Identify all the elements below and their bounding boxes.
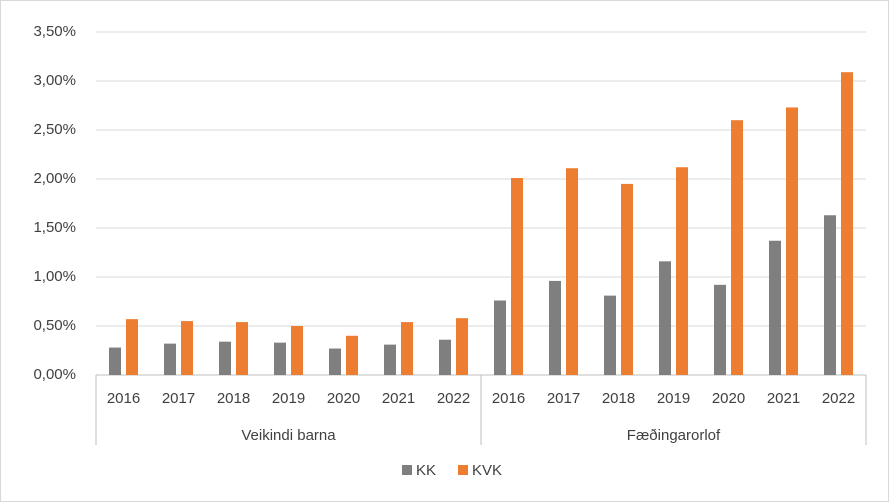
bar: [659, 261, 671, 375]
bar: [291, 326, 303, 375]
bar: [439, 339, 451, 375]
bar: [346, 335, 358, 375]
x-tick-label: 2021: [382, 390, 415, 407]
bar: [549, 280, 561, 375]
x-tick-label: 2022: [437, 390, 470, 407]
bar: [384, 344, 396, 375]
legend-swatch: [402, 465, 412, 475]
bar: [604, 295, 616, 375]
bar: [126, 319, 138, 375]
bar: [566, 168, 578, 375]
x-tick-label: 2021: [767, 390, 800, 407]
bar: [841, 72, 853, 376]
bar: [456, 318, 468, 375]
y-tick-label: 0,50%: [33, 317, 76, 334]
legend-label: KVK: [472, 462, 502, 479]
bar: [219, 341, 231, 375]
bar: [511, 178, 523, 375]
x-tick-label: 2019: [657, 390, 690, 407]
bar: [621, 183, 633, 375]
x-tick-label: 2020: [712, 390, 745, 407]
bar: [329, 348, 341, 375]
bar: [401, 322, 413, 375]
x-tick-label: 2020: [327, 390, 360, 407]
x-tick-label: 2022: [822, 390, 855, 407]
x-tick-label: 2018: [602, 390, 635, 407]
y-tick-label: 1,50%: [33, 219, 76, 236]
y-tick-label: 1,00%: [33, 268, 76, 285]
y-tick-label: 3,00%: [33, 72, 76, 89]
x-tick-label: 2016: [492, 390, 525, 407]
group-label: Fæðingarorlof: [627, 427, 721, 444]
legend-label: KK: [416, 462, 436, 479]
bar: [274, 342, 286, 375]
y-tick-label: 2,00%: [33, 170, 76, 187]
x-tick-label: 2017: [547, 390, 580, 407]
bar: [164, 343, 176, 375]
group-label: Veikindi barna: [241, 427, 336, 444]
bar: [824, 215, 836, 375]
x-tick-label: 2016: [107, 390, 140, 407]
y-tick-label: 3,50%: [33, 23, 76, 40]
bar: [109, 347, 121, 375]
bar: [181, 321, 193, 375]
bar: [731, 120, 743, 375]
x-tick-label: 2018: [217, 390, 250, 407]
bar: [714, 284, 726, 375]
y-tick-label: 2,50%: [33, 121, 76, 138]
bar: [786, 107, 798, 376]
bar: [494, 300, 506, 375]
legend-swatch: [458, 465, 468, 475]
bar: [769, 240, 781, 375]
y-tick-label: 0,00%: [33, 366, 76, 383]
x-tick-label: 2019: [272, 390, 305, 407]
x-tick-label: 2017: [162, 390, 195, 407]
bar: [676, 167, 688, 375]
bar: [236, 322, 248, 375]
